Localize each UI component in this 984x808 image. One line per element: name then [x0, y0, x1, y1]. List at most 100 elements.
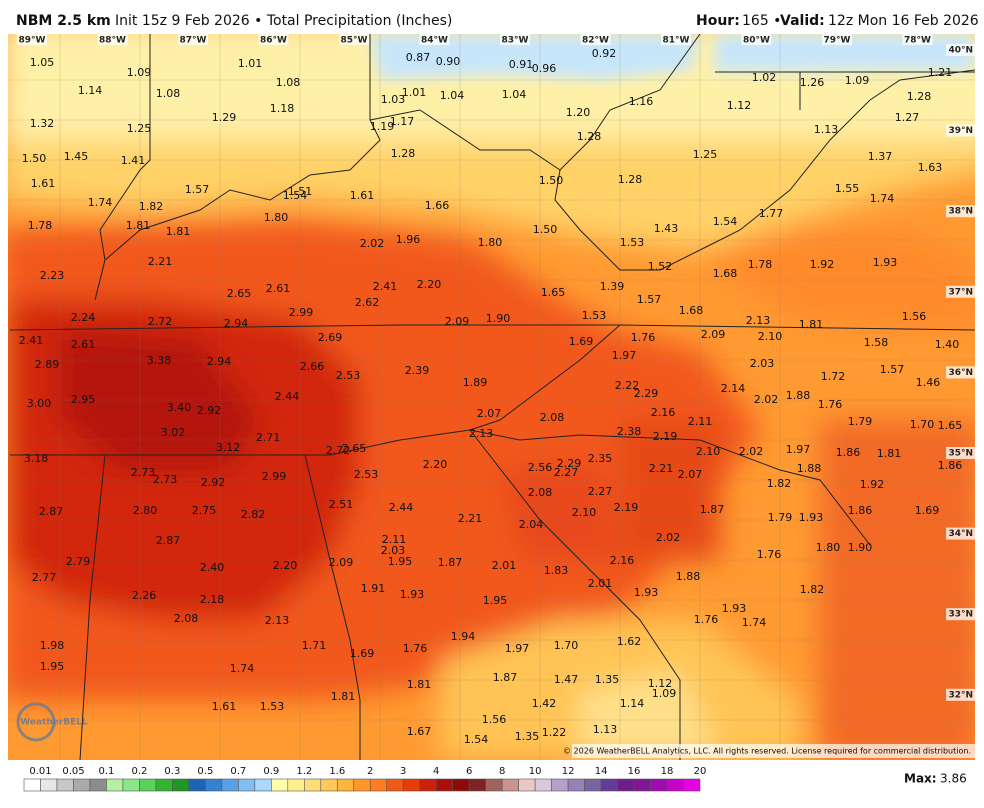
precip-value: 1.76	[694, 613, 719, 626]
precip-value: 2.26	[132, 589, 157, 602]
precip-value: 1.41	[121, 154, 146, 167]
precip-value: 1.97	[612, 349, 637, 362]
precip-value: 2.20	[273, 559, 298, 572]
precip-value: 2.44	[389, 501, 414, 514]
precip-value: 2.99	[289, 306, 314, 319]
precip-value: 2.27	[554, 466, 579, 479]
latitude-label: 38°N	[948, 207, 973, 217]
precip-value: 1.63	[918, 161, 943, 174]
colorbar-swatch	[303, 778, 322, 792]
colorbar-label: 0.5	[197, 766, 213, 777]
colorbar-label: 0.2	[131, 766, 147, 777]
precip-value: 2.20	[417, 278, 442, 291]
precip-value: 1.32	[30, 117, 55, 130]
precip-value: 2.02	[656, 531, 681, 544]
precip-value: 1.82	[800, 583, 825, 596]
precip-value: 1.50	[533, 223, 558, 236]
colorbar-label: 1.6	[329, 766, 345, 777]
precip-value: 1.09	[652, 687, 677, 700]
colorbar-swatch	[402, 778, 421, 792]
precip-value: 1.35	[515, 730, 540, 743]
precip-value: 1.93	[873, 256, 898, 269]
precip-value: 1.74	[742, 616, 767, 629]
label-bg	[17, 34, 47, 45]
colorbar-label: 8	[499, 766, 505, 777]
longitude-label: 82°W	[582, 36, 609, 46]
label-bg	[946, 608, 975, 621]
colorbar-swatch	[254, 778, 272, 792]
colorbar-swatch	[633, 778, 651, 792]
precip-value: 2.20	[423, 458, 448, 471]
precip-value: 1.57	[637, 293, 662, 306]
precip-value: 1.53	[582, 309, 607, 322]
colorbar-swatch	[584, 778, 602, 792]
precip-value: 2.51	[329, 498, 354, 511]
precip-value: 1.81	[877, 447, 902, 460]
precip-values: 1.05 1.09 1.01 0.87 0.90 0.910.96 0.92 1.21 1.26…	[19, 47, 963, 746]
precip-value: 1.29	[212, 111, 237, 124]
precip-value: 3.00	[27, 397, 52, 410]
label-bg	[258, 34, 289, 45]
precip-value: 2.87	[156, 534, 181, 547]
precip-value: 1.82	[139, 200, 164, 213]
label-bg	[902, 34, 933, 45]
precip-value: 1.50	[22, 152, 47, 165]
latitude-label: 32°N	[948, 690, 973, 700]
colorbar-swatch	[501, 778, 519, 792]
colorbar-label: 2	[367, 766, 373, 777]
label-bg	[500, 34, 530, 45]
precip-value: 2.29	[634, 387, 659, 400]
max-value: 3.86	[940, 772, 967, 786]
colorbar-label: 0.05	[62, 766, 84, 777]
precip-value: 1.76	[818, 398, 843, 411]
latitude-label: 34°N	[948, 529, 973, 539]
precip-value: 2.71	[256, 431, 281, 444]
colorbar-swatch	[600, 778, 618, 792]
precip-value: 2.08	[528, 486, 553, 499]
precip-value: 2.14	[721, 382, 746, 395]
label-bg	[946, 527, 975, 540]
precip-value: 1.01	[402, 86, 427, 99]
precip-value: 1.95	[40, 660, 65, 673]
precip-value: 1.27	[895, 111, 920, 124]
precip-value: 2.09	[701, 328, 726, 341]
precip-value: 1.13	[814, 123, 839, 136]
precip-value: 1.93	[799, 511, 824, 524]
valid-value: 12z Mon 16 Feb 2026	[828, 13, 979, 29]
precip-value: 1.91	[361, 582, 386, 595]
precip-value: 1.80	[816, 541, 841, 554]
precip-value: 2.03	[750, 357, 775, 370]
latitude-label: 36°N	[948, 368, 973, 378]
precip-value: 0.90	[436, 55, 461, 68]
precip-value: 1.67	[407, 725, 432, 738]
precip-value: 1.53	[260, 700, 285, 713]
precip-value: 1.26	[800, 76, 825, 89]
precip-value: 1.61	[350, 189, 375, 202]
precip-value: 1.78	[748, 258, 773, 271]
precip-value: 2.72	[148, 315, 173, 328]
precip-value: 1.83	[544, 564, 569, 577]
precip-value: 2.53	[354, 468, 379, 481]
label-bg	[946, 205, 975, 218]
precip-value: 1.61	[31, 177, 56, 190]
colorbar-label: 18	[661, 766, 674, 777]
precip-value: 1.87	[700, 503, 725, 516]
precip-value: 2.38	[617, 425, 642, 438]
precip-value: 2.10	[758, 330, 783, 343]
copyright: © 2026 WeatherBELL Analytics, LLC. All r…	[563, 747, 971, 756]
colorbar-swatch	[221, 778, 239, 792]
precip-value: 1.25	[693, 148, 718, 161]
precip-value: 2.01	[492, 559, 517, 572]
precip-value: 2.79	[66, 555, 91, 568]
colorbar-swatch	[188, 778, 206, 792]
precip-value: 3.12	[216, 441, 241, 454]
precip-value: 1.65	[541, 286, 566, 299]
precip-value: 1.71	[302, 639, 327, 652]
precip-value: 2.41	[19, 334, 44, 347]
colorbar-label: 1.2	[296, 766, 312, 777]
colorbar-swatch	[435, 778, 453, 792]
precip-value: 1.22	[542, 726, 567, 739]
label-bg	[741, 34, 772, 45]
precip-value: 2.94	[207, 355, 232, 368]
precip-value: 2.19	[614, 501, 639, 514]
